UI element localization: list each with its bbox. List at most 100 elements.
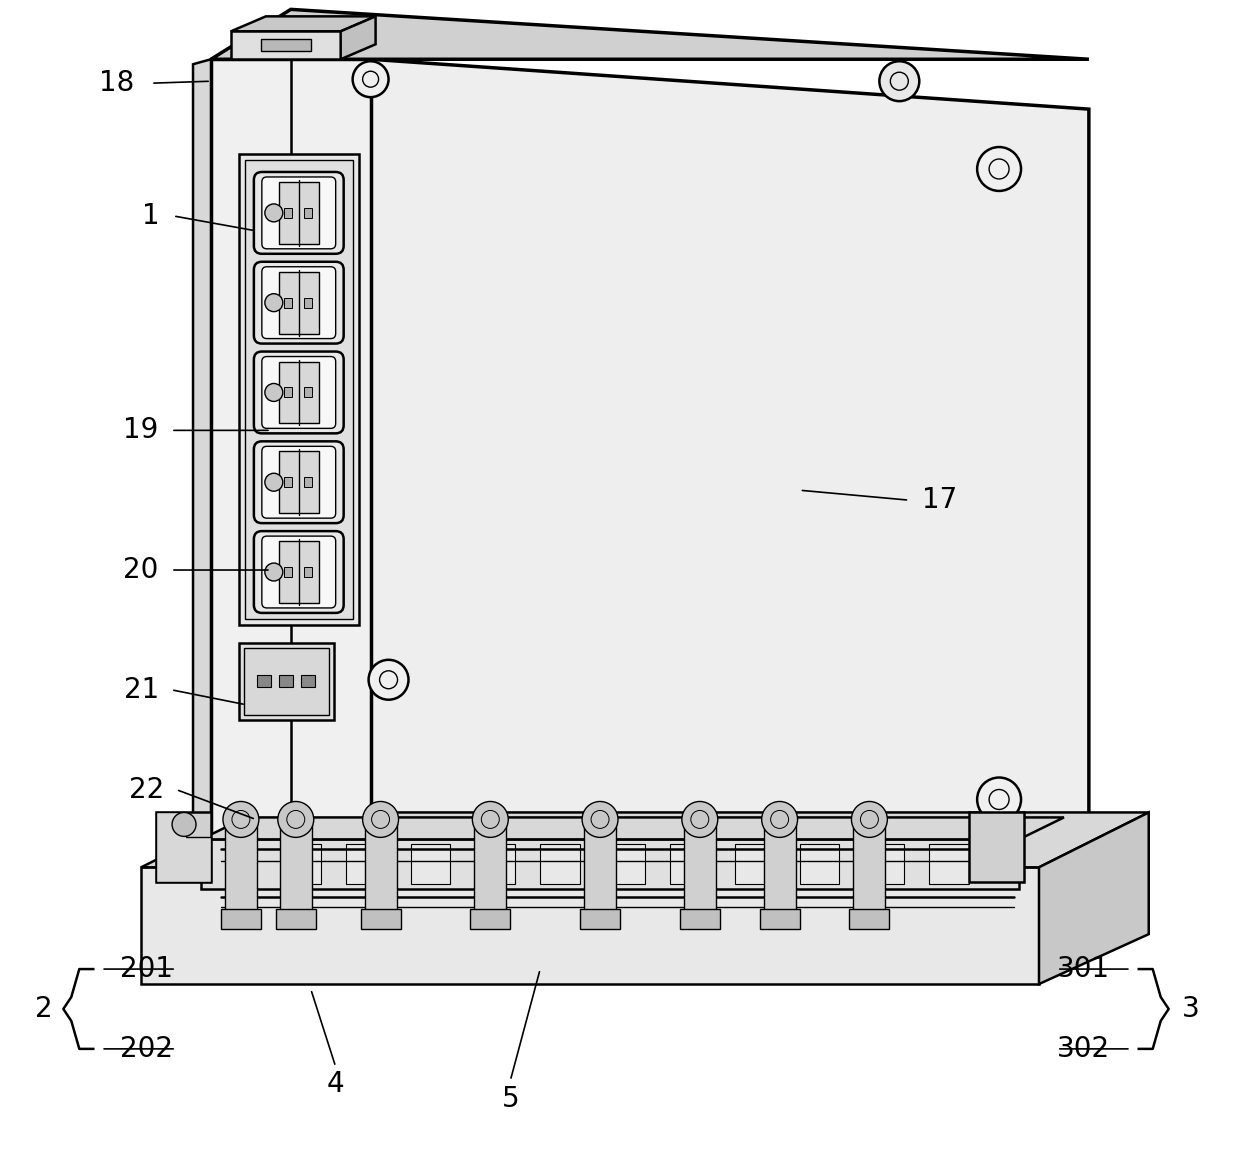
Polygon shape [211, 9, 1089, 59]
Circle shape [265, 473, 283, 492]
Bar [244, 648, 329, 715]
Bar [760, 909, 800, 930]
Bar [304, 208, 311, 217]
Bar [475, 845, 516, 884]
Bar [929, 845, 970, 884]
Text: 2: 2 [35, 995, 52, 1023]
Bar [239, 643, 334, 719]
Text: 4: 4 [327, 1070, 345, 1098]
Polygon shape [141, 867, 1039, 984]
Bar [670, 845, 709, 884]
Polygon shape [201, 817, 1064, 839]
Circle shape [682, 802, 718, 838]
Bar [304, 297, 311, 308]
Bar [156, 812, 211, 882]
Circle shape [265, 383, 283, 401]
Bar [605, 845, 645, 884]
Bar [224, 824, 257, 919]
FancyBboxPatch shape [262, 357, 336, 429]
FancyBboxPatch shape [262, 177, 336, 249]
Bar [346, 845, 386, 884]
Bar [764, 824, 796, 919]
Circle shape [879, 62, 919, 101]
Polygon shape [231, 16, 376, 31]
Bar [864, 845, 904, 884]
Text: 18: 18 [99, 70, 134, 98]
FancyBboxPatch shape [254, 172, 343, 253]
Circle shape [362, 802, 398, 838]
Text: 3: 3 [1182, 995, 1199, 1023]
Bar [853, 824, 885, 919]
Polygon shape [211, 59, 371, 839]
Bar [244, 160, 352, 619]
FancyBboxPatch shape [254, 261, 343, 344]
Text: 21: 21 [124, 676, 159, 704]
FancyBboxPatch shape [262, 267, 336, 338]
Bar [284, 478, 291, 487]
Polygon shape [193, 59, 211, 845]
Text: 202: 202 [119, 1035, 172, 1063]
Bar [849, 909, 889, 930]
Bar [470, 909, 511, 930]
FancyBboxPatch shape [254, 352, 343, 433]
Bar [970, 812, 1024, 882]
Text: 1: 1 [143, 202, 160, 230]
FancyBboxPatch shape [262, 536, 336, 608]
Circle shape [352, 62, 388, 98]
Bar [257, 675, 270, 687]
Bar [279, 272, 319, 333]
Text: 17: 17 [921, 486, 957, 515]
Circle shape [852, 802, 888, 838]
Bar [735, 845, 775, 884]
Bar [800, 845, 839, 884]
Bar [284, 297, 291, 308]
Bar [231, 31, 341, 59]
Bar [279, 361, 319, 423]
Circle shape [265, 564, 283, 581]
Circle shape [278, 802, 314, 838]
Text: 301: 301 [1058, 955, 1111, 983]
Circle shape [977, 777, 1021, 822]
Text: 5: 5 [501, 1085, 520, 1113]
Circle shape [223, 802, 259, 838]
Bar [475, 824, 506, 919]
Polygon shape [156, 812, 211, 882]
Text: 22: 22 [129, 775, 164, 803]
Circle shape [368, 660, 408, 700]
Bar [541, 845, 580, 884]
Bar [275, 909, 316, 930]
Bar [584, 824, 616, 919]
Bar [280, 845, 321, 884]
Bar [365, 824, 397, 919]
Bar [304, 567, 311, 578]
Bar [221, 909, 260, 930]
Circle shape [977, 148, 1021, 191]
Bar [279, 541, 319, 603]
Circle shape [582, 802, 618, 838]
Text: 201: 201 [119, 955, 172, 983]
Bar [304, 478, 311, 487]
Bar [279, 451, 319, 514]
Circle shape [172, 812, 196, 837]
Bar [201, 839, 1019, 889]
Text: 19: 19 [124, 416, 159, 444]
Polygon shape [341, 16, 376, 59]
Polygon shape [371, 59, 1089, 889]
Text: 302: 302 [1058, 1035, 1111, 1063]
Circle shape [265, 294, 283, 311]
Bar [410, 845, 450, 884]
Bar [580, 909, 620, 930]
Bar [284, 387, 291, 397]
FancyBboxPatch shape [254, 531, 343, 612]
Circle shape [472, 802, 508, 838]
Bar [239, 155, 358, 625]
Circle shape [265, 203, 283, 222]
Polygon shape [141, 812, 1148, 867]
Bar [279, 182, 319, 244]
Bar [280, 824, 311, 919]
Bar [260, 40, 311, 51]
Bar [284, 567, 291, 578]
Bar [361, 909, 401, 930]
FancyBboxPatch shape [254, 442, 343, 523]
Polygon shape [1039, 812, 1148, 984]
